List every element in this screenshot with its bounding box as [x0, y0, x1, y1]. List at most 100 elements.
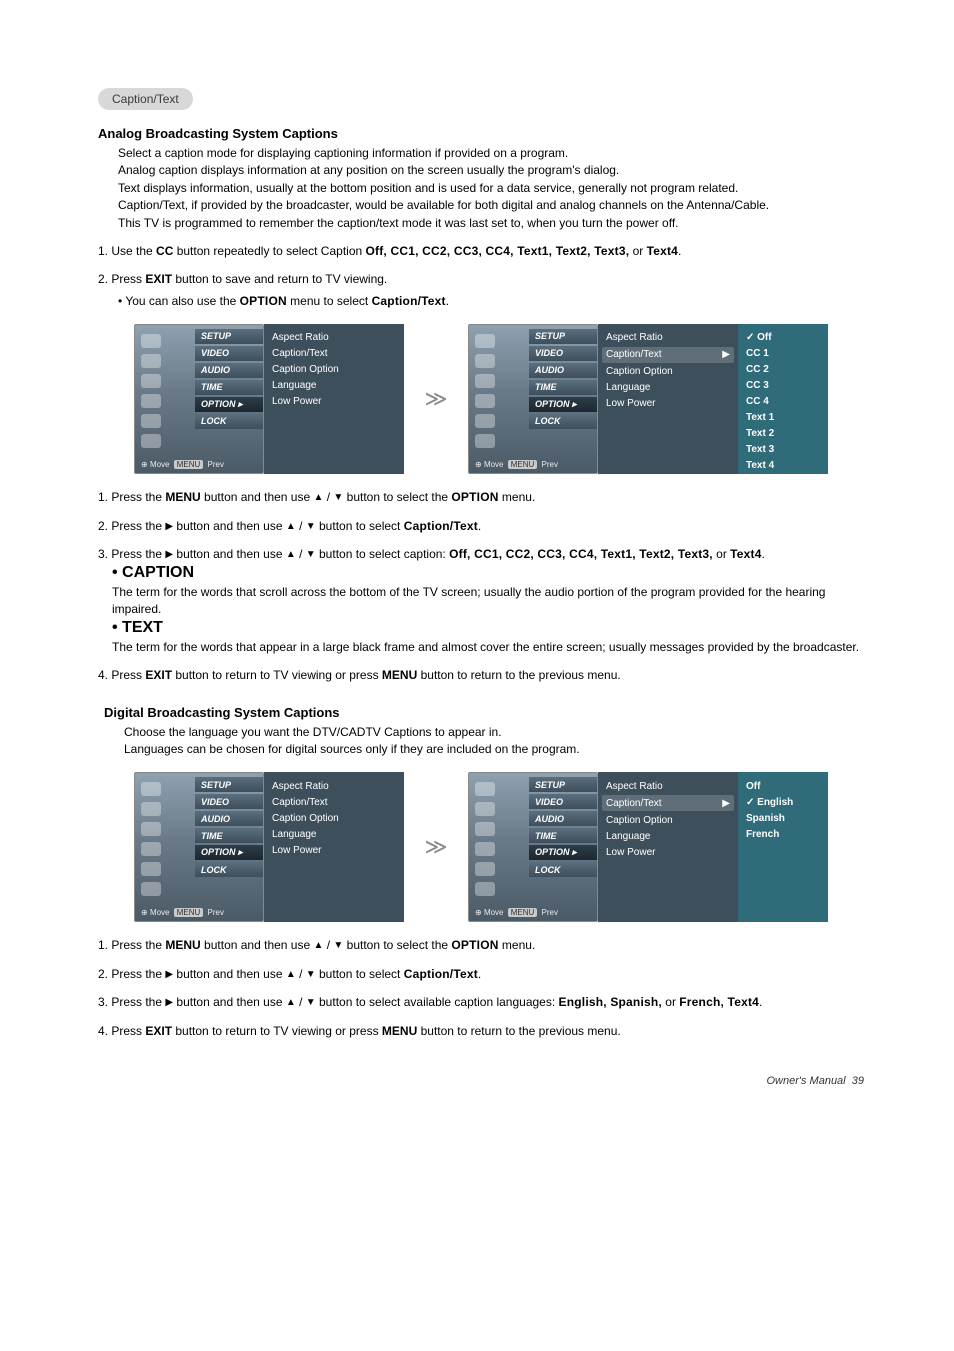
stepA-1: 1. Press the MENU button and then use ▲ … — [98, 488, 864, 507]
instr-1: 1. Use the CC button repeatedly to selec… — [98, 242, 864, 260]
menu-tab: SETUP — [195, 329, 263, 344]
option-value: Text 1 — [746, 410, 820, 426]
menu-tab: TIME — [529, 828, 597, 843]
menu-tab: VIDEO — [529, 794, 597, 809]
panel-item: Aspect Ratio — [272, 330, 396, 346]
panel-item: Caption Option — [272, 810, 396, 826]
arrow-icon: ≫ — [404, 386, 468, 412]
option-panel-right-analog: Aspect RatioCaption/Text▶Caption OptionL… — [598, 324, 738, 474]
option-value: Spanish — [746, 810, 820, 826]
option-panel-right-digital: Aspect RatioCaption/Text▶Caption OptionL… — [598, 772, 738, 922]
stepA-4: 4. Press EXIT button to return to TV vie… — [98, 666, 864, 685]
panel-item: Caption/Text — [272, 794, 396, 810]
panel-item: Caption Option — [606, 812, 730, 828]
panel-item: Low Power — [272, 394, 396, 410]
panel-item: Low Power — [272, 842, 396, 858]
menu-tab: AUDIO — [195, 363, 263, 378]
option-value: CC 1 — [746, 346, 820, 362]
figure-row-analog: SETUP VIDEO AUDIO TIME OPTION ▸ LOCK ⊕ Move M… — [134, 324, 864, 474]
page: Caption/Text Analog Broadcasting System … — [0, 0, 954, 1117]
footer-page: 39 — [852, 1075, 864, 1087]
menu-tab: AUDIO — [529, 811, 597, 826]
menu-tab: SETUP — [529, 329, 597, 344]
stepA-3: 3. Press the ▶ button and then use ▲ / ▼… — [98, 545, 864, 564]
panel-item: Aspect Ratio — [272, 778, 396, 794]
panel-item: Caption/Text▶ — [602, 795, 734, 811]
option-value: CC 4 — [746, 394, 820, 410]
panel-item: Language — [606, 828, 730, 844]
instr-2b: • You can also use the OPTION menu to se… — [118, 292, 864, 310]
menu-tab: OPTION ▸ — [529, 845, 597, 860]
panel-item: Low Power — [606, 844, 730, 860]
stepB-3: 3. Press the ▶ button and then use ▲ / ▼… — [98, 993, 864, 1012]
text-label: • TEXT — [112, 619, 864, 637]
menu-tab: SETUP — [529, 777, 597, 792]
osd-menu-left-analog: SETUP VIDEO AUDIO TIME OPTION ▸ LOCK ⊕ Move M… — [134, 324, 264, 474]
panel-item: Aspect Ratio — [606, 330, 730, 346]
option-values-digital: Off✓ EnglishSpanishFrench — [738, 772, 828, 922]
footer-label: Owner's Manual — [766, 1075, 845, 1087]
menu-tab: OPTION ▸ — [529, 397, 597, 412]
analog-p3: Text displays information, usually at th… — [118, 180, 864, 197]
panel-item: Caption Option — [272, 362, 396, 378]
menu-tab: VIDEO — [195, 346, 263, 361]
panel-item: Language — [272, 378, 396, 394]
text-desc: The term for the words that appear in a … — [112, 639, 864, 656]
panel-item: Caption Option — [606, 364, 730, 380]
stepA-2: 2. Press the ▶ button and then use ▲ / ▼… — [98, 517, 864, 536]
instr-2: 2. Press EXIT button to save and return … — [98, 270, 864, 288]
analog-p2: Analog caption displays information at a… — [118, 162, 864, 179]
option-value: CC 3 — [746, 378, 820, 394]
menu-tab: LOCK — [195, 862, 263, 877]
menu-tab: OPTION ▸ — [195, 397, 263, 412]
menu-tab: AUDIO — [529, 363, 597, 378]
stepB-1: 1. Press the MENU button and then use ▲ … — [98, 936, 864, 955]
panel-item: Caption/Text▶ — [602, 347, 734, 363]
option-value: Text 2 — [746, 426, 820, 442]
menu-tab: LOCK — [529, 414, 597, 429]
menu-tab: LOCK — [529, 862, 597, 877]
stepB-4: 4. Press EXIT button to return to TV vie… — [98, 1022, 864, 1041]
digital-p2: Languages can be chosen for digital sour… — [124, 741, 864, 758]
osd-menu-right-digital: SETUPVIDEOAUDIOTIMEOPTION ▸LOCK ⊕ Move M… — [468, 772, 598, 922]
panel-item: Low Power — [606, 396, 730, 412]
figure-row-digital: SETUPVIDEOAUDIOTIMEOPTION ▸LOCK ⊕ Move M… — [134, 772, 864, 922]
analog-p1: Select a caption mode for displaying cap… — [118, 145, 864, 162]
menu-tab: VIDEO — [195, 794, 263, 809]
panel-item: Aspect Ratio — [606, 778, 730, 794]
menu-tab: TIME — [195, 380, 263, 395]
option-value: French — [746, 826, 820, 842]
menu-tab: OPTION ▸ — [195, 845, 263, 860]
page-footer: Owner's Manual 39 — [98, 1075, 864, 1087]
option-values-analog: ✓ OffCC 1CC 2CC 3CC 4Text 1Text 2Text 3T… — [738, 324, 828, 474]
option-value: Off — [746, 778, 820, 794]
menu-tab: TIME — [195, 828, 263, 843]
option-value: Text 3 — [746, 442, 820, 458]
option-panel-left-digital: Aspect RatioCaption/TextCaption OptionLa… — [264, 772, 404, 922]
digital-p1: Choose the language you want the DTV/CAD… — [124, 724, 864, 741]
caption-desc: The term for the words that scroll acros… — [112, 584, 864, 619]
section-pill: Caption/Text — [98, 88, 193, 110]
option-value: Text 4 — [746, 458, 820, 474]
option-value: ✓ Off — [746, 330, 820, 346]
menu-tab: TIME — [529, 380, 597, 395]
analog-heading: Analog Broadcasting System Captions — [98, 126, 864, 141]
analog-p5: This TV is programmed to remember the ca… — [118, 215, 864, 232]
panel-item: Caption/Text — [272, 346, 396, 362]
osd-hint: ⊕ Move MENU Prev — [141, 460, 224, 469]
menu-tab: VIDEO — [529, 346, 597, 361]
osd-menu-right-analog: SETUPVIDEOAUDIOTIMEOPTION ▸LOCK ⊕ Move M… — [468, 324, 598, 474]
option-value: ✓ English — [746, 794, 820, 810]
panel-item: Language — [606, 380, 730, 396]
option-value: CC 2 — [746, 362, 820, 378]
osd-menu-left-digital: SETUPVIDEOAUDIOTIMEOPTION ▸LOCK ⊕ Move M… — [134, 772, 264, 922]
menu-tab: SETUP — [195, 777, 263, 792]
menu-tabs: SETUP VIDEO AUDIO TIME OPTION ▸ LOCK — [195, 329, 263, 429]
menu-tab: AUDIO — [195, 811, 263, 826]
stepB-2: 2. Press the ▶ button and then use ▲ / ▼… — [98, 965, 864, 984]
arrow-icon: ≫ — [404, 834, 468, 860]
analog-p4: Caption/Text, if provided by the broadca… — [118, 197, 864, 214]
menu-tab: LOCK — [195, 414, 263, 429]
caption-label: • CAPTION — [112, 564, 864, 582]
digital-heading: Digital Broadcasting System Captions — [104, 705, 864, 720]
